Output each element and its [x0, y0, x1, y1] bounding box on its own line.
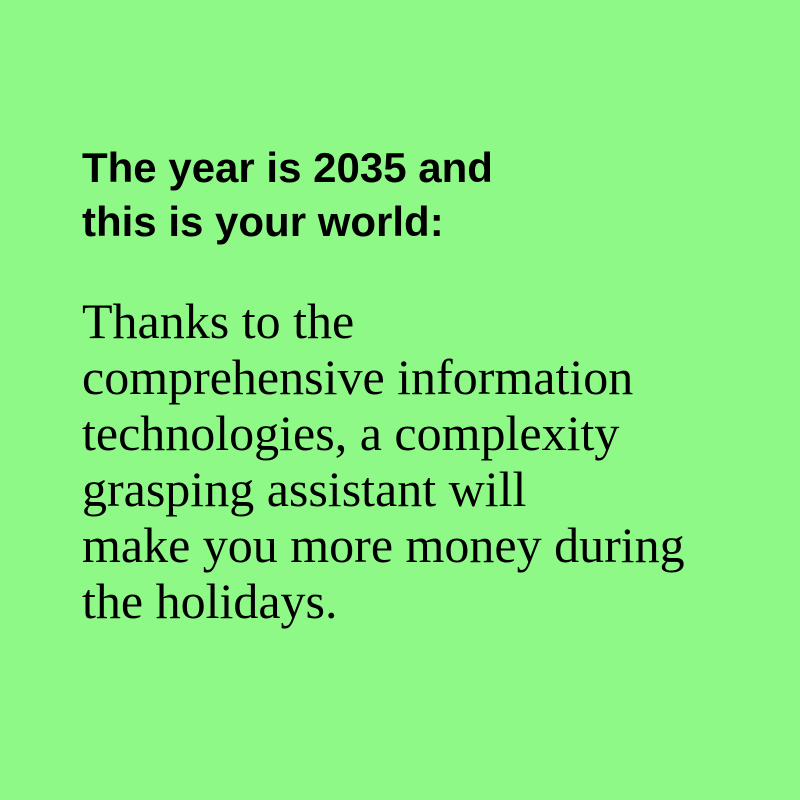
body-line: the holidays. — [82, 573, 338, 629]
headline-line: The year is 2035 and — [82, 144, 493, 191]
headline: The year is 2035 and this is your world: — [82, 141, 782, 249]
body-line: grasping assistant will — [82, 461, 527, 517]
body-line: Thanks to the — [82, 293, 355, 349]
headline-line: this is your world: — [82, 198, 444, 245]
body-paragraph: Thanks to the comprehensive information … — [82, 293, 792, 629]
body-line: technologies, a complexity — [82, 405, 620, 461]
body-line: comprehensive information — [82, 349, 634, 405]
body-line: make you more money during — [82, 517, 685, 573]
